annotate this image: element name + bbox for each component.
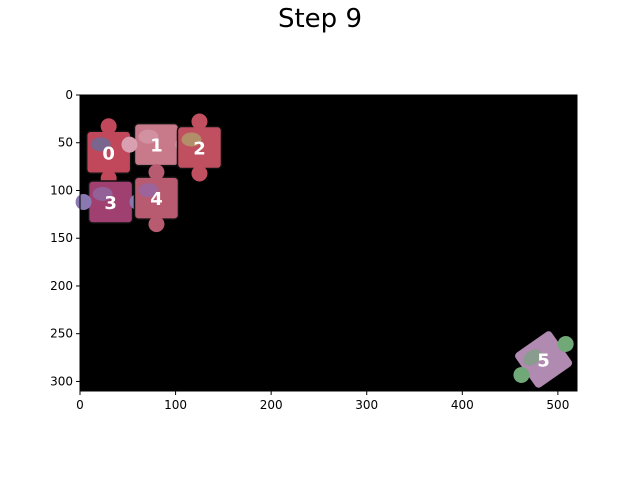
piece-tab: [148, 164, 165, 181]
puzzle-piece-5[interactable]: 5: [503, 322, 584, 397]
x-tick-label: 300: [355, 398, 378, 412]
y-tick-label: 0: [65, 88, 73, 102]
piece-tab: [75, 193, 92, 210]
y-tick-label: 50: [58, 136, 73, 150]
puzzle-piece-2[interactable]: 2: [176, 113, 223, 182]
piece-tab: [191, 165, 208, 182]
piece-label: 5: [537, 350, 550, 371]
piece-tab: [557, 336, 574, 353]
x-tick-label: 400: [451, 398, 474, 412]
y-tick-label: 100: [50, 183, 73, 197]
x-tick-label: 200: [260, 398, 283, 412]
piece-texture: [138, 183, 159, 198]
piece-texture: [523, 349, 542, 366]
piece-texture: [90, 137, 111, 152]
piece-tab: [100, 118, 117, 135]
y-tick-label: 150: [50, 231, 73, 245]
axes-frame: [79, 94, 578, 392]
y-tick-label: 200: [50, 279, 73, 293]
piece-tab: [148, 216, 165, 233]
piece-label: 1: [150, 136, 163, 157]
puzzle-piece-0[interactable]: 0: [85, 118, 132, 187]
piece-label: 4: [150, 189, 163, 210]
puzzle-piece-4[interactable]: 4: [133, 164, 180, 233]
piece-tab: [191, 113, 208, 130]
piece-texture: [138, 129, 159, 144]
piece-label: 3: [104, 193, 117, 214]
piece-label: 2: [193, 139, 206, 160]
x-tick-label: 500: [546, 398, 569, 412]
figure-title: Step 9: [277, 4, 362, 34]
piece-texture: [92, 186, 113, 201]
piece-tab: [513, 366, 530, 383]
piece-texture: [181, 132, 202, 147]
y-tick-label: 250: [50, 327, 73, 341]
piece-label: 0: [102, 143, 115, 164]
y-tick-label: 300: [50, 374, 73, 388]
x-tick-label: 100: [164, 398, 187, 412]
piece-tab: [121, 136, 138, 153]
x-tick-label: 0: [76, 398, 84, 412]
